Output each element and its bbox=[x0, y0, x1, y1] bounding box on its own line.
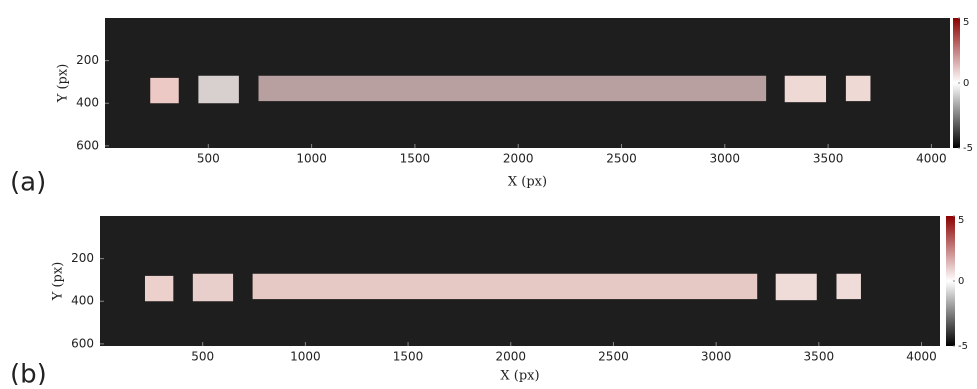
colorbar-tick-label: 0 bbox=[963, 78, 969, 89]
x-tick-label: 1500 bbox=[400, 152, 431, 166]
x-tick-label: 3500 bbox=[804, 350, 835, 364]
x-tick-label: 500 bbox=[191, 350, 214, 364]
x-tick-label: 3000 bbox=[701, 350, 732, 364]
region bbox=[775, 273, 817, 301]
x-tick-label: 2500 bbox=[606, 152, 637, 166]
x-axis-label: X (px) bbox=[508, 175, 547, 190]
region bbox=[198, 75, 239, 104]
x-tick-label: 500 bbox=[197, 152, 220, 166]
x-tick-label: 3500 bbox=[813, 152, 844, 166]
y-axis-label: Y (px) bbox=[51, 262, 66, 302]
x-tick-label: 1500 bbox=[393, 350, 424, 364]
x-tick-label: 1000 bbox=[290, 350, 321, 364]
y-tick-label: 600 bbox=[71, 336, 94, 350]
region bbox=[845, 75, 871, 102]
panel-label: (a) bbox=[10, 168, 46, 198]
region bbox=[836, 273, 861, 300]
colorbar-tick-label: 0 bbox=[958, 276, 964, 287]
region bbox=[192, 273, 234, 302]
x-axis-label: X (px) bbox=[500, 369, 539, 384]
x-tick-label: 2000 bbox=[503, 152, 534, 166]
region bbox=[258, 75, 767, 102]
y-tick-label: 600 bbox=[76, 138, 99, 152]
y-tick-label: 400 bbox=[76, 96, 99, 110]
colorbar bbox=[946, 216, 955, 346]
region bbox=[150, 77, 179, 104]
region bbox=[144, 275, 174, 302]
panel-label: (b) bbox=[10, 360, 47, 386]
x-tick-label: 2000 bbox=[495, 350, 526, 364]
region bbox=[252, 273, 758, 300]
colorbar bbox=[953, 18, 960, 148]
y-axis-label: Y (px) bbox=[56, 64, 71, 104]
x-tick-label: 2500 bbox=[598, 350, 629, 364]
x-tick-label: 4000 bbox=[906, 350, 937, 364]
x-tick-label: 3000 bbox=[710, 152, 741, 166]
colorbar-tick-label: 5 bbox=[963, 17, 969, 28]
colorbar-tick-label: 5 bbox=[958, 215, 964, 226]
x-tick-label: 1000 bbox=[296, 152, 327, 166]
region bbox=[784, 75, 827, 103]
colorbar-tick-label: -5 bbox=[958, 341, 968, 352]
colorbar-tick-label: -5 bbox=[963, 143, 973, 154]
y-tick-label: 200 bbox=[71, 251, 94, 265]
y-tick-label: 400 bbox=[71, 294, 94, 308]
x-tick-label: 4000 bbox=[916, 152, 947, 166]
y-tick-label: 200 bbox=[76, 53, 99, 67]
